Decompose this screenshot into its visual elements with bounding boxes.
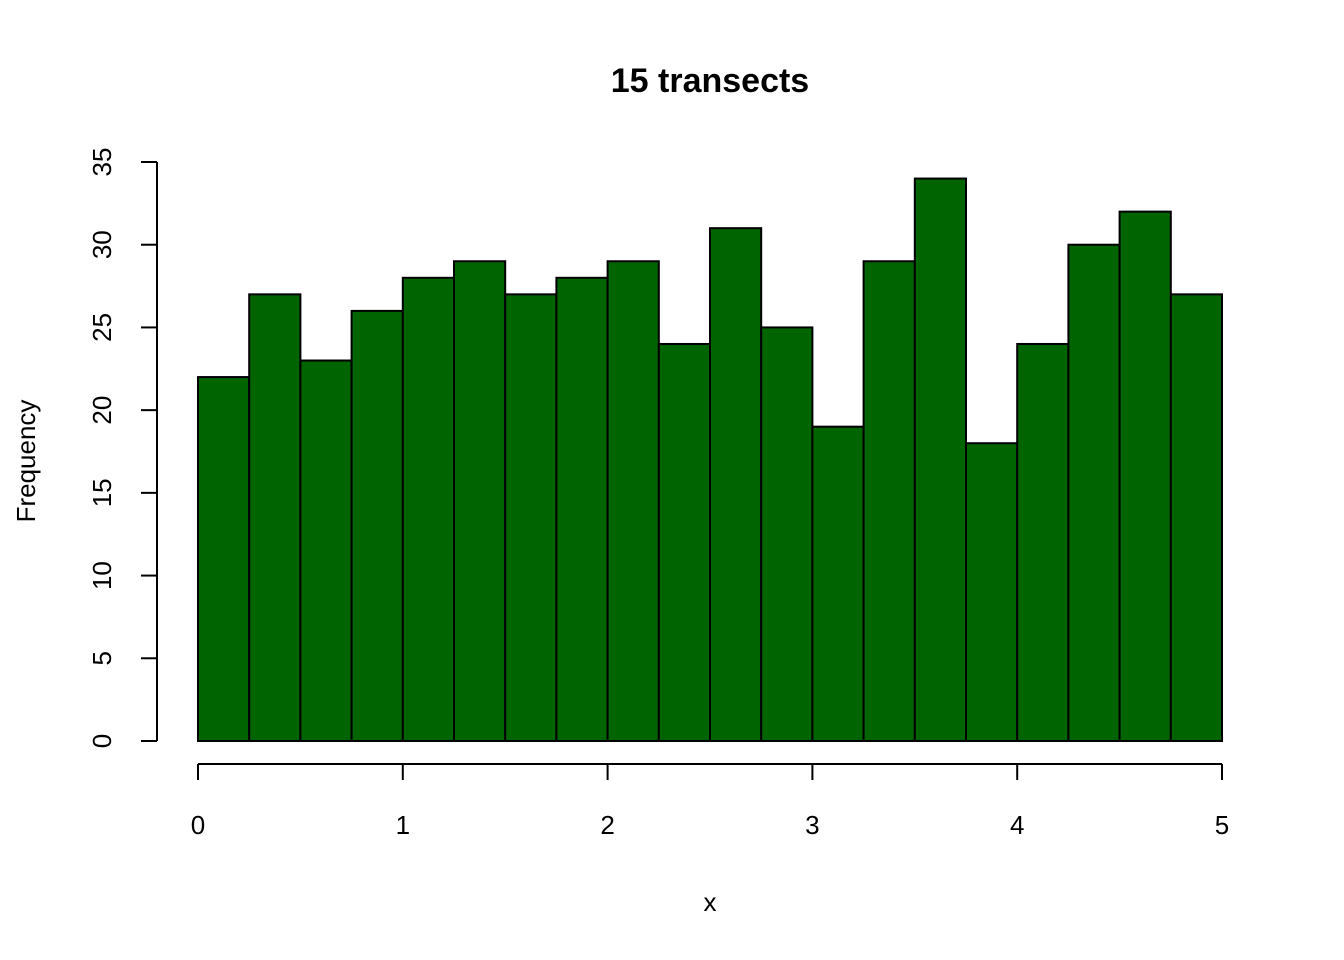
x-tick-label: 5 xyxy=(1215,810,1229,840)
x-axis-label: x xyxy=(704,887,717,917)
x-axis: 0 1 2 3 4 5 xyxy=(191,763,1229,840)
y-tick-label: 30 xyxy=(87,230,117,259)
histogram-bar-1 xyxy=(197,376,251,742)
histogram-bar-3 xyxy=(299,359,353,742)
y-tick-label: 25 xyxy=(87,313,117,342)
x-tick-label: 2 xyxy=(600,810,614,840)
x-tick-label: 0 xyxy=(191,810,205,840)
histogram-bar-18 xyxy=(1067,243,1121,742)
histogram-bar-20 xyxy=(1169,293,1224,742)
histogram-bar-8 xyxy=(555,276,609,742)
y-axis-label: Frequency xyxy=(11,400,41,523)
histogram-bar-11 xyxy=(709,227,763,742)
histogram-bar-7 xyxy=(504,293,558,742)
histogram-bar-19 xyxy=(1118,210,1172,742)
y-tick-label: 0 xyxy=(87,734,117,748)
histogram-bar-17 xyxy=(1016,342,1070,742)
y-tick-label: 10 xyxy=(87,561,117,590)
histogram-bar-6 xyxy=(453,260,507,742)
histogram-bar-16 xyxy=(965,442,1019,742)
x-tick-label: 4 xyxy=(1010,810,1024,840)
y-axis: 0 5 10 15 20 25 30 35 xyxy=(87,148,158,748)
histogram-bar-4 xyxy=(350,309,404,742)
histogram-bar-5 xyxy=(401,276,455,742)
bars-group xyxy=(197,177,1224,743)
histogram-bar-12 xyxy=(760,326,814,742)
x-tick-label: 1 xyxy=(396,810,410,840)
histogram-bar-13 xyxy=(811,425,865,742)
x-tick-label: 3 xyxy=(805,810,819,840)
y-tick-label: 35 xyxy=(87,148,117,177)
y-tick-label: 5 xyxy=(87,651,117,665)
y-tick-label: 15 xyxy=(87,478,117,507)
y-tick-label: 20 xyxy=(87,396,117,425)
histogram-bar-14 xyxy=(862,260,916,742)
histogram-bar-9 xyxy=(606,260,660,742)
histogram-bar-2 xyxy=(248,293,302,742)
histogram-bar-10 xyxy=(657,342,711,742)
chart-title: 15 transects xyxy=(611,62,809,100)
histogram-bar-15 xyxy=(913,177,967,743)
